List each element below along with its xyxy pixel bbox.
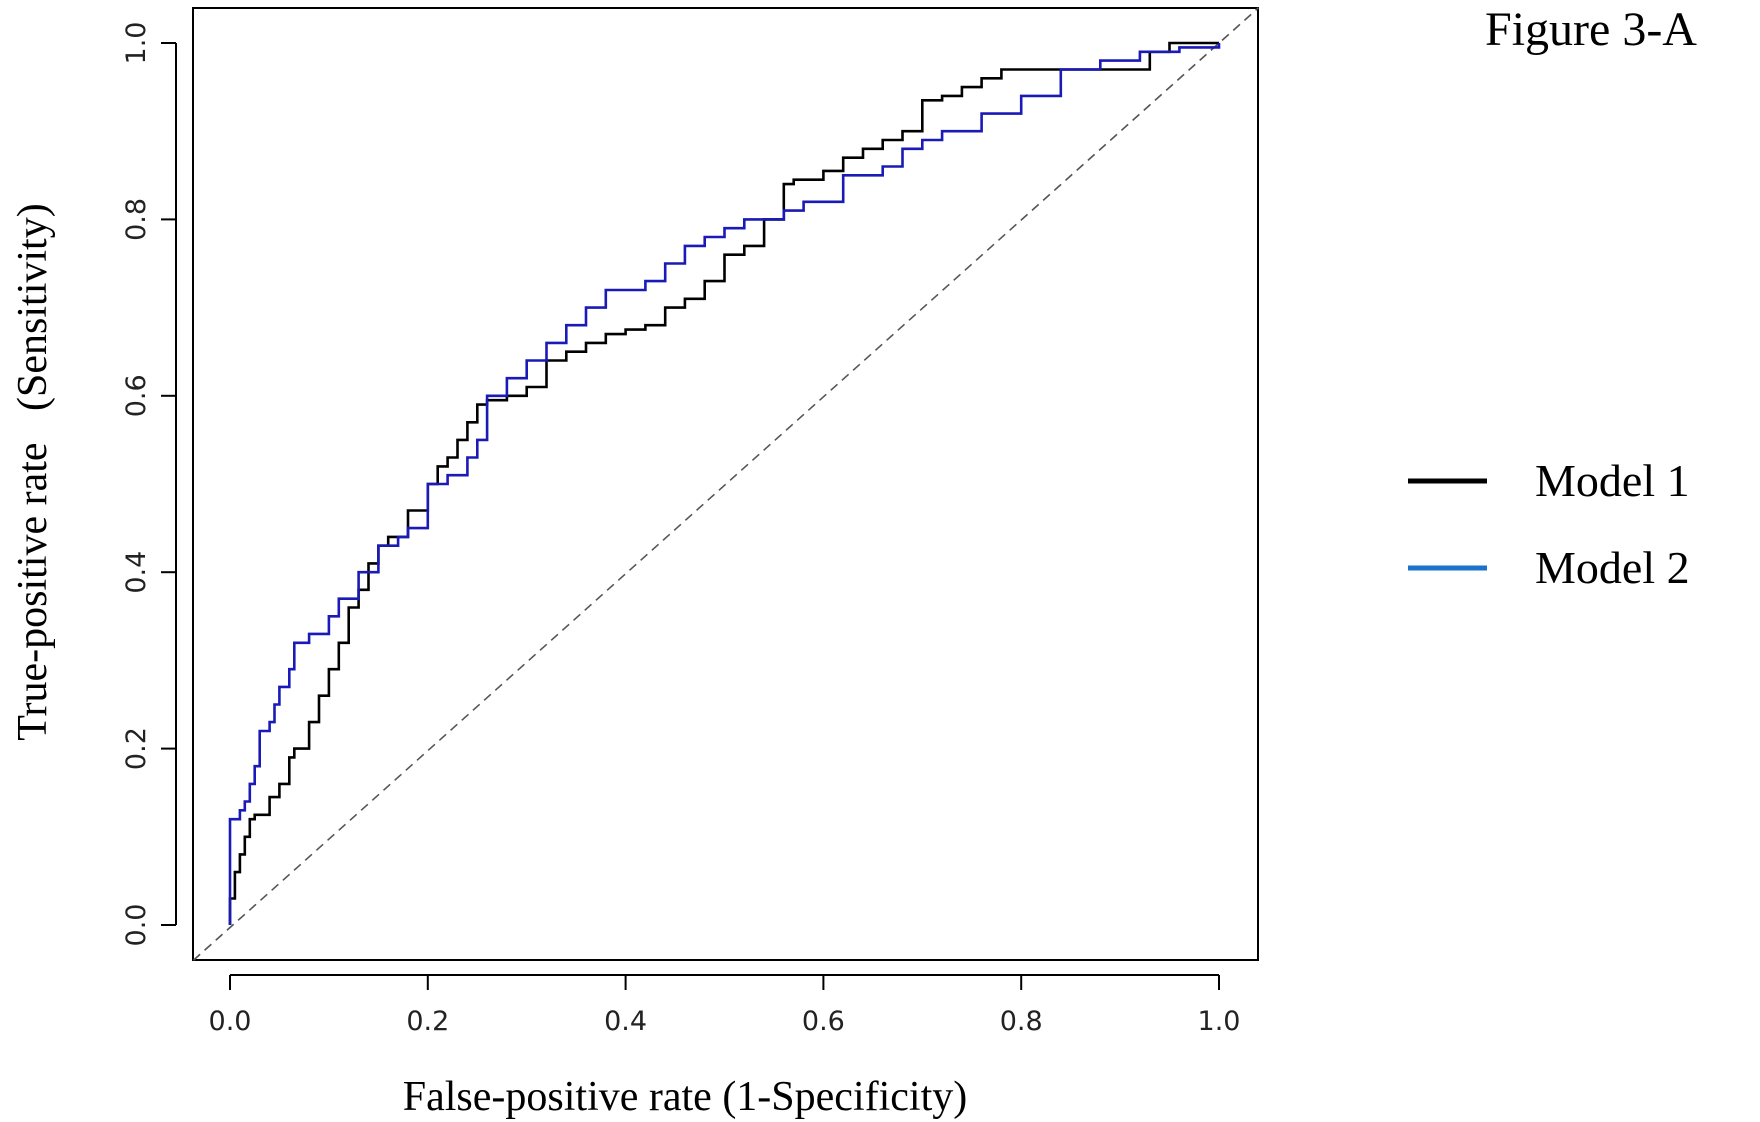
plot-frame — [192, 7, 1259, 961]
reference-diagonal-line — [192, 7, 1260, 961]
x-tick-label: 0.2 — [406, 1006, 449, 1037]
y-tick-label: 0.2 — [121, 727, 152, 770]
y-axis: 0.0 0.2 0.4 0.6 0.8 1.0 — [121, 22, 177, 947]
x-tick-label: 0.8 — [1000, 1006, 1043, 1037]
model-1-line — [228, 41, 1219, 925]
legend: Model 1 Model 2 — [1408, 455, 1690, 593]
x-tick-label: 1.0 — [1198, 1006, 1241, 1037]
model-2-line — [228, 43, 1221, 925]
x-axis-title: False-positive rate (1-Specificity) — [403, 1074, 967, 1120]
y-tick-label: 1.0 — [121, 22, 152, 65]
y-tick-label: 0.4 — [121, 551, 152, 594]
x-tick-label: 0.6 — [802, 1006, 845, 1037]
y-tick-label: 0.6 — [121, 374, 152, 417]
figure-label: Figure 3-A — [1485, 3, 1697, 56]
x-tick-label: 0.4 — [604, 1006, 647, 1037]
y-tick-label: 0.8 — [121, 198, 152, 241]
x-tick-label: 0.0 — [209, 1006, 252, 1037]
x-axis: 0.0 0.2 0.4 0.6 0.8 1.0 — [209, 974, 1241, 1037]
legend-label-model-2: Model 2 — [1535, 542, 1690, 593]
y-axis-title: True-positive rate (Sensitivity) — [10, 203, 56, 740]
y-tick-label: 0.0 — [121, 904, 152, 947]
series-layer — [228, 41, 1221, 925]
legend-label-model-1: Model 1 — [1535, 455, 1690, 506]
